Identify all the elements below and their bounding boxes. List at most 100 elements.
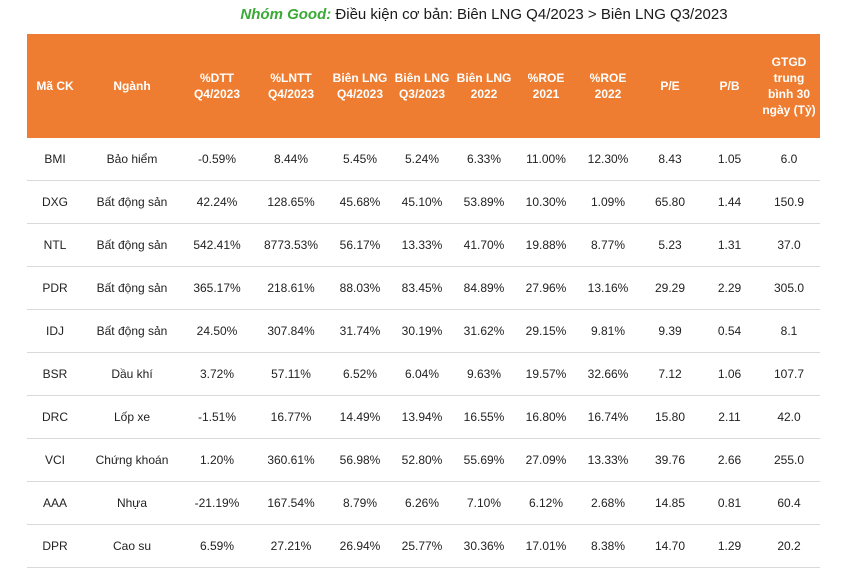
column-header: Mã CK (27, 34, 83, 138)
table-cell: 6.26% (391, 481, 453, 525)
table-cell: -0.59% (181, 138, 253, 181)
table-cell: Lốp xe (83, 395, 181, 439)
table-cell: 8.1 (758, 309, 820, 353)
table-cell: 13.16% (577, 266, 639, 310)
table-cell: 60.4 (758, 481, 820, 525)
group-name: Nhóm Good: (240, 6, 332, 23)
table-cell: 5.24% (391, 138, 453, 181)
table-cell: 6.12% (515, 481, 577, 525)
table-cell: 8.77% (577, 223, 639, 267)
table-cell: 88.03% (329, 266, 391, 310)
table-cell: 3.72% (181, 352, 253, 396)
table-cell: 307.84% (253, 309, 329, 353)
table-cell: 42.0 (758, 395, 820, 439)
table-cell: 16.74% (577, 395, 639, 439)
column-header: %ROE 2022 (577, 34, 639, 138)
column-header: P/B (701, 34, 758, 138)
table-cell: 10.30% (515, 180, 577, 224)
table-cell: 5.23 (639, 223, 701, 267)
table-cell: -1.51% (181, 395, 253, 439)
table-cell: 14.70 (639, 524, 701, 568)
table-cell: 14.49% (329, 395, 391, 439)
title-text: Điều kiện cơ bản: Biên LNG Q4/2023 > Biê… (331, 6, 728, 23)
table-cell: VCI (27, 438, 83, 482)
table-cell: 6.33% (453, 138, 515, 181)
table-cell: 1.31 (701, 223, 758, 267)
table-cell: -21.19% (181, 481, 253, 525)
table-cell: PDR (27, 266, 83, 310)
table-cell: DPR (27, 524, 83, 568)
table-cell: Nhựa (83, 481, 181, 525)
table-cell: 16.77% (253, 395, 329, 439)
table-cell: 25.77% (391, 524, 453, 568)
table-cell: AAA (27, 481, 83, 525)
table-cell: 6.04% (391, 352, 453, 396)
table-row: IDJ Bất động sản 24.50% 307.84% 31.74% 30.19%… (27, 309, 820, 353)
table-cell: 52.80% (391, 438, 453, 482)
table-cell: Bất động sản (83, 309, 181, 353)
table-cell: 27.09% (515, 438, 577, 482)
table-row: PDR Bất động sản 365.17% 218.61% 88.03% 83.45… (27, 266, 820, 310)
table-cell: 8.43 (639, 138, 701, 181)
table-cell: 1.29 (701, 524, 758, 568)
column-header: Biên LNG 2022 (453, 34, 515, 138)
table-cell: BMI (27, 138, 83, 181)
column-header: Ngành (83, 34, 181, 138)
table-cell: 45.10% (391, 180, 453, 224)
table-cell: 6.0 (758, 138, 820, 181)
table-cell: 14.85 (639, 481, 701, 525)
table-cell: Bất động sản (83, 180, 181, 224)
table-cell: 7.12 (639, 352, 701, 396)
table-cell: 255.0 (758, 438, 820, 482)
table-cell: 13.94% (391, 395, 453, 439)
table-cell: 542.41% (181, 223, 253, 267)
table-cell: 41.70% (453, 223, 515, 267)
table-cell: 107.7 (758, 352, 820, 396)
table-cell: 12.30% (577, 138, 639, 181)
table-cell: 13.33% (391, 223, 453, 267)
table-cell: 30.19% (391, 309, 453, 353)
table-cell: 11.00% (515, 138, 577, 181)
table-header-row: Mã CK Ngành %DTT Q4/2023 %LNTT Q4/2023 Biên … (27, 34, 820, 138)
table-cell: 29.29 (639, 266, 701, 310)
table-cell: 30.36% (453, 524, 515, 568)
table-cell: 17.01% (515, 524, 577, 568)
column-header: %LNTT Q4/2023 (253, 34, 329, 138)
table-cell: 8.44% (253, 138, 329, 181)
table-row: DPR Cao su 6.59% 27.21% 26.94% 25.77% 30.36% 17… (27, 524, 820, 568)
table-cell: 2.68% (577, 481, 639, 525)
page-title: Nhóm Good: Điều kiện cơ bản: Biên LNG Q4… (0, 6, 848, 23)
table-cell: 8.79% (329, 481, 391, 525)
table-cell: 53.89% (453, 180, 515, 224)
table-cell: 167.54% (253, 481, 329, 525)
table-cell: 9.63% (453, 352, 515, 396)
table-cell: 56.17% (329, 223, 391, 267)
table-cell: 8773.53% (253, 223, 329, 267)
table-cell: 2.11 (701, 395, 758, 439)
table-cell: 32.66% (577, 352, 639, 396)
table-row: DXG Bất động sản 42.24% 128.65% 45.68% 45.10%… (27, 180, 820, 224)
table-cell: 2.29 (701, 266, 758, 310)
table-row: BMI Bảo hiểm -0.59% 8.44% 5.45% 5.24% 6.33% 11.… (27, 138, 820, 181)
table-cell: 0.54 (701, 309, 758, 353)
table-cell: 1.05 (701, 138, 758, 181)
table-cell: DRC (27, 395, 83, 439)
table-cell: Cao su (83, 524, 181, 568)
table-cell: 24.50% (181, 309, 253, 353)
column-header: %ROE 2021 (515, 34, 577, 138)
table-cell: 13.33% (577, 438, 639, 482)
column-header: Biên LNG Q4/2023 (329, 34, 391, 138)
table-cell: 8.38% (577, 524, 639, 568)
table-row: BSR Dầu khí 3.72% 57.11% 6.52% 6.04% 9.63% 19.5… (27, 352, 820, 396)
table-cell: NTL (27, 223, 83, 267)
table-cell: 27.96% (515, 266, 577, 310)
column-header: GTGD trung bình 30 ngày (Tỷ) (758, 34, 820, 138)
table-row: AAA Nhựa -21.19% 167.54% 8.79% 6.26% 7.10% 6.12… (27, 481, 820, 525)
table-cell: 218.61% (253, 266, 329, 310)
table-cell: 1.44 (701, 180, 758, 224)
table-cell: 31.62% (453, 309, 515, 353)
table-cell: 45.68% (329, 180, 391, 224)
table-cell: 0.81 (701, 481, 758, 525)
table-cell: 1.06 (701, 352, 758, 396)
table-cell: 360.61% (253, 438, 329, 482)
